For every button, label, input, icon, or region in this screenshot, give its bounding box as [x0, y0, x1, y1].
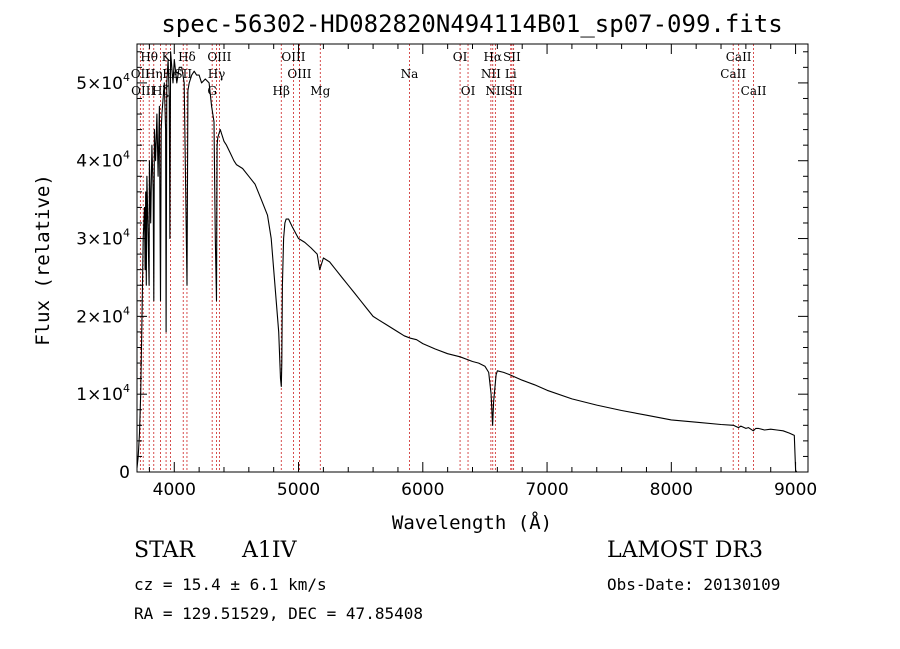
x-axis-label: Wavelength (Å)	[392, 511, 552, 534]
line-marker-label: OI	[453, 50, 468, 64]
y-tick-exponent: 4	[123, 382, 130, 395]
x-tick-label: 8000	[650, 480, 693, 500]
line-marker-label: Hβ	[273, 84, 290, 98]
series-line-spectrum	[136, 51, 798, 473]
line-marker-label: OI	[461, 84, 476, 98]
line-marker-label: OIII	[287, 67, 311, 81]
y-tick-mantissa: 4×10	[76, 152, 123, 172]
y-tick-label: 1×104	[76, 382, 130, 405]
line-marker-label: NII	[481, 67, 501, 81]
line-marker-label: CaII	[720, 67, 746, 81]
x-tick-label: 7000	[525, 480, 568, 500]
line-marker-label: NII	[485, 84, 505, 98]
plot-frame	[136, 43, 809, 473]
y-tick-label: 5×104	[76, 71, 130, 94]
y-tick-mantissa: 3×10	[76, 230, 123, 250]
series-group	[136, 51, 798, 473]
line-marker-label: CaII	[741, 84, 767, 98]
line-marker-label: OIII	[281, 50, 305, 64]
x-tick-label: 5000	[277, 480, 320, 500]
x-tick-label: 9000	[774, 480, 817, 500]
line-marker-label: SII	[503, 50, 521, 64]
line-marker-label: Hδ	[178, 50, 196, 64]
y-tick-mantissa: 1×10	[76, 385, 123, 405]
y-tick-label: 0	[119, 463, 130, 483]
line-marker-label: K	[162, 50, 172, 64]
y-tick-exponent: 4	[123, 71, 130, 84]
y-tick-mantissa: 0	[119, 463, 130, 483]
survey-label: LAMOST DR3	[607, 538, 763, 563]
line-marker-label: OIII	[207, 50, 231, 64]
line-marker-label: Hα	[483, 50, 502, 64]
chart-title: spec-56302-HD082820N494114B01_sp07-099.f…	[161, 10, 782, 38]
line-markers	[139, 44, 754, 472]
line-marker-label: G	[207, 84, 217, 98]
x-tick-label: 6000	[401, 480, 444, 500]
radec-value: RA = 129.51529, DEC = 47.85408	[134, 604, 423, 623]
y-axis-label: Flux (relative)	[32, 174, 54, 346]
subclass-label: A1IV	[242, 538, 297, 563]
y-tick-label: 4×104	[76, 149, 130, 172]
line-marker-label: Li	[505, 67, 517, 81]
line-marker-label: Hη	[145, 67, 163, 81]
y-tick-label: 3×104	[76, 227, 130, 250]
y-tick-exponent: 4	[123, 149, 130, 162]
cz-value: cz = 15.4 ± 6.1 km/s	[134, 575, 327, 594]
line-marker-label: OII	[131, 67, 151, 81]
y-tick-mantissa: 5×10	[76, 74, 123, 94]
line-marker-label: Mg	[310, 84, 330, 98]
line-marker-label: Hθ	[140, 50, 158, 64]
obs-date: Obs-Date: 20130109	[607, 575, 781, 594]
line-marker-label: Na	[401, 67, 419, 81]
y-tick-exponent: 4	[123, 304, 130, 317]
y-tick-label: 2×104	[76, 304, 130, 327]
line-marker-label: Hγ	[208, 67, 226, 81]
y-tick-mantissa: 2×10	[76, 307, 123, 327]
line-marker-label: SII	[505, 84, 523, 98]
y-tick-exponent: 4	[123, 227, 130, 240]
x-tick-label: 4000	[153, 480, 196, 500]
class-label: STAR	[134, 538, 195, 563]
line-marker-label: CaII	[726, 50, 752, 64]
x-axis-ticks: 4000 5000 6000 7000 8000 9000	[148, 44, 817, 500]
